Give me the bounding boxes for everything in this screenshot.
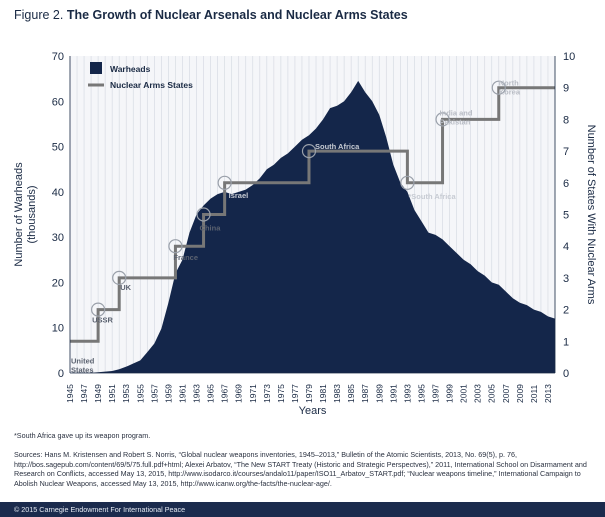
figure-label: Figure 2. <box>14 8 64 22</box>
x-tick-label: 1965 <box>206 384 216 403</box>
state-marker <box>435 112 450 127</box>
right-tick-label: 9 <box>563 83 569 95</box>
warheads-area <box>70 80 555 373</box>
right-tick-label: 8 <box>563 114 569 126</box>
state-label: North Korea <box>499 79 521 97</box>
x-tick-label: 1955 <box>135 384 145 403</box>
x-tick-label: 2005 <box>487 384 497 403</box>
state-label: Israel <box>229 191 249 200</box>
x-tick-label: 1975 <box>276 384 286 403</box>
x-tick-label: 1967 <box>220 384 230 403</box>
state-label: USSR <box>92 316 113 325</box>
x-tick-label: 2009 <box>515 384 525 403</box>
left-tick-label: 70 <box>52 51 64 63</box>
right-tick-label: 7 <box>563 146 569 158</box>
state-marker <box>168 239 183 254</box>
x-axis-title: Years <box>299 405 327 417</box>
x-tick-label: 1947 <box>79 384 89 403</box>
footnote: *South Africa gave up its weapon program… <box>14 431 151 440</box>
x-tick-label: 1977 <box>290 384 300 403</box>
x-tick-label: 1993 <box>402 384 412 403</box>
state-marker <box>400 175 415 190</box>
left-tick-label: 10 <box>52 323 64 335</box>
right-tick-label: 0 <box>563 368 569 380</box>
x-tick-label: 1963 <box>192 384 202 403</box>
x-tick-label: 2013 <box>543 384 553 403</box>
x-tick-label: 1979 <box>304 384 314 403</box>
legend-warheads-swatch <box>90 62 102 74</box>
state-label: France <box>173 253 198 262</box>
x-tick-label: 1987 <box>360 384 370 403</box>
x-tick-label: 2011 <box>529 384 539 403</box>
state-marker <box>112 270 127 285</box>
x-tick-label: 1969 <box>234 384 244 403</box>
x-tick-label: 1985 <box>346 384 356 403</box>
state-marker <box>491 80 506 95</box>
x-tick-label: 1971 <box>248 384 258 403</box>
x-tick-label: 1983 <box>332 384 342 403</box>
left-tick-label: 20 <box>52 277 64 289</box>
left-tick-label: 60 <box>52 96 64 108</box>
x-tick-label: 1981 <box>318 384 328 403</box>
state-marker <box>196 207 211 222</box>
state-marker <box>301 144 317 159</box>
chart-title: Figure 2. The Growth of Nuclear Arsenals… <box>14 8 408 22</box>
state-marker <box>91 302 106 317</box>
right-tick-label: 5 <box>563 210 569 222</box>
x-tick-label: 1989 <box>374 384 384 403</box>
right-tick-label: 10 <box>563 51 575 63</box>
x-tick-label: 1991 <box>388 384 398 403</box>
x-tick-label: 1945 <box>65 384 75 403</box>
left-axis-title: Number of Warheads(thousands) <box>13 162 38 267</box>
right-tick-label: 1 <box>563 336 569 348</box>
state-label: *South Africa <box>408 192 456 201</box>
state-label: UK <box>120 283 131 292</box>
legend-warheads-label: Warheads <box>110 64 151 74</box>
x-tick-label: 1949 <box>93 384 103 403</box>
right-tick-label: 2 <box>563 305 569 317</box>
right-tick-label: 6 <box>563 178 569 190</box>
x-tick-label: 2007 <box>501 384 511 403</box>
x-tick-label: 2003 <box>473 384 483 403</box>
state-label: India and Pakistan <box>440 108 473 126</box>
state-label: China <box>200 224 222 233</box>
legend-states-label: Nuclear Arms States <box>110 80 193 90</box>
x-tick-label: 1961 <box>177 384 187 403</box>
states-step-line <box>70 86 555 343</box>
x-tick-label: 1973 <box>262 384 272 403</box>
state-marker <box>217 175 232 190</box>
figure-title: The Growth of Nuclear Arsenals and Nucle… <box>66 8 408 22</box>
right-tick-label: 4 <box>563 241 569 253</box>
right-tick-label: 3 <box>563 273 569 285</box>
left-tick-label: 30 <box>52 232 64 244</box>
x-tick-label: 1995 <box>416 384 426 403</box>
state-label: United States <box>71 356 95 374</box>
x-tick-label: 1999 <box>445 384 455 403</box>
sources: Sources: Hans M. Kristensen and Robert S… <box>14 450 587 488</box>
x-tick-label: 1959 <box>163 384 173 403</box>
copyright: © 2015 Carnegie Endowment For Internatio… <box>14 505 186 514</box>
x-tick-label: 1957 <box>149 384 159 403</box>
left-tick-label: 50 <box>52 142 64 154</box>
x-tick-label: 2001 <box>459 384 469 403</box>
x-tick-label: 1951 <box>107 384 117 403</box>
right-axis-title: Number of States With Nuclear Arms <box>585 125 597 305</box>
footer-bar: © 2015 Carnegie Endowment For Internatio… <box>0 502 605 517</box>
left-tick-label: 0 <box>58 368 64 380</box>
x-tick-label: 1953 <box>121 384 131 403</box>
left-tick-label: 40 <box>52 187 64 199</box>
chart: United States USSR UK France China Israel South… <box>13 51 597 417</box>
x-tick-label: 1997 <box>431 384 441 403</box>
state-label: South Africa <box>315 142 360 151</box>
